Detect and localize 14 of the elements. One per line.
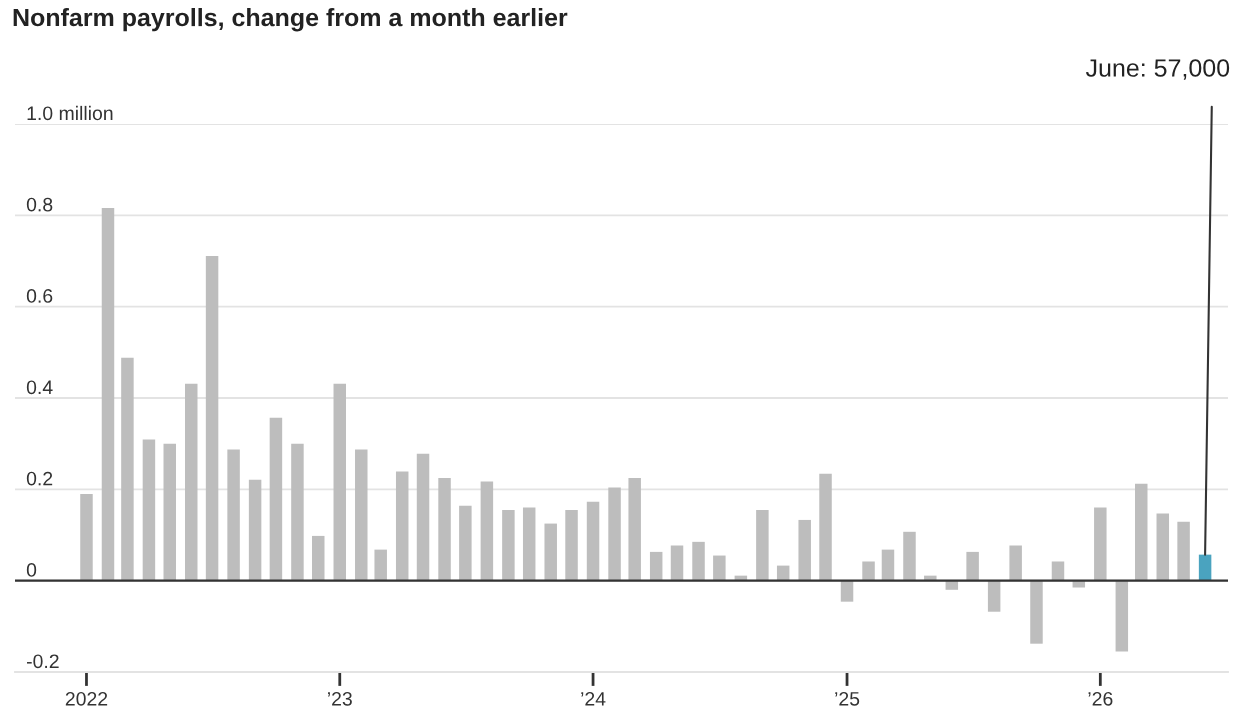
chart-title: Nonfarm payrolls, change from a month earlier bbox=[13, 8, 568, 32]
annotation: June: 57,000 bbox=[1085, 59, 1230, 80]
x-tick-label: ’23 bbox=[328, 691, 352, 706]
x-tick-label: ’26 bbox=[1088, 691, 1113, 706]
y-tick-label: 0.8 bbox=[26, 197, 53, 212]
y-tick-label: -0.2 bbox=[26, 654, 59, 669]
x-tick-label: 2022 bbox=[65, 691, 108, 706]
y-tick-label: 1.0 million bbox=[27, 105, 113, 121]
y-tick-label: 0.2 bbox=[26, 471, 53, 486]
x-tick-label: ’24 bbox=[581, 691, 606, 706]
x-tick-label: ’25 bbox=[835, 691, 860, 706]
y-tick-label: 0 bbox=[26, 563, 37, 577]
y-tick-label: 0.6 bbox=[26, 289, 53, 303]
y-tick-label: 0.4 bbox=[26, 380, 53, 395]
